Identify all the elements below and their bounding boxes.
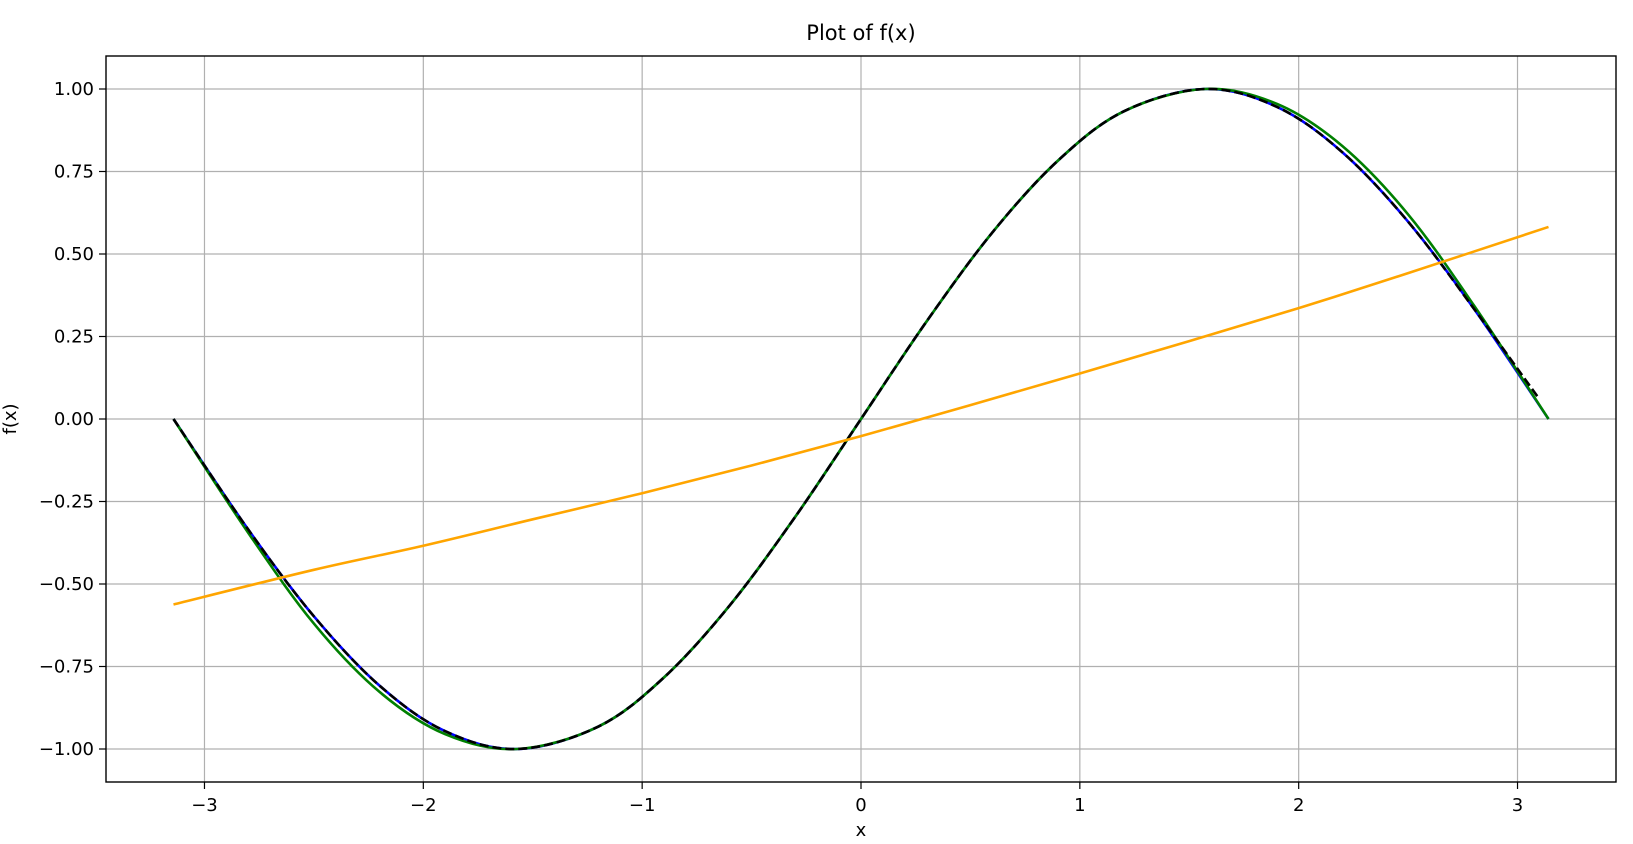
series-line-4 [173, 225, 1549, 606]
x-tick-label: 2 [1293, 795, 1304, 816]
x-tick-label: −2 [410, 795, 437, 816]
x-tick-label: 1 [1074, 795, 1085, 816]
y-tick-label: 0.00 [54, 409, 94, 430]
series-lines [172, 87, 1550, 751]
y-tick-label: −0.25 [39, 492, 94, 513]
y-tick-label: 0.50 [54, 244, 94, 265]
y-tick-label: −0.75 [39, 657, 94, 678]
y-tick-label: 0.25 [54, 327, 94, 348]
series-line-3 [172, 87, 1541, 751]
y-tick-label: 1.00 [54, 79, 94, 100]
x-axis-label: x [856, 820, 867, 841]
x-tick-label: 3 [1512, 795, 1523, 816]
grid [106, 56, 1616, 782]
series-line-2 [172, 87, 1550, 751]
y-tick-label: −0.50 [39, 574, 94, 595]
x-tick-label: 0 [855, 795, 866, 816]
chart-title: Plot of f(x) [806, 21, 915, 45]
x-tick-label: −1 [629, 795, 656, 816]
y-axis-label: f(x) [0, 403, 21, 434]
ticks: −3 −2 −1 0 1 2 3 −1.00 −0.75 −0.50 −0.25 0.00 0.25 0.… [39, 79, 1523, 816]
y-tick-label: −1.00 [39, 739, 94, 760]
y-tick-label: 0.75 [54, 162, 94, 183]
x-tick-label: −3 [191, 795, 218, 816]
